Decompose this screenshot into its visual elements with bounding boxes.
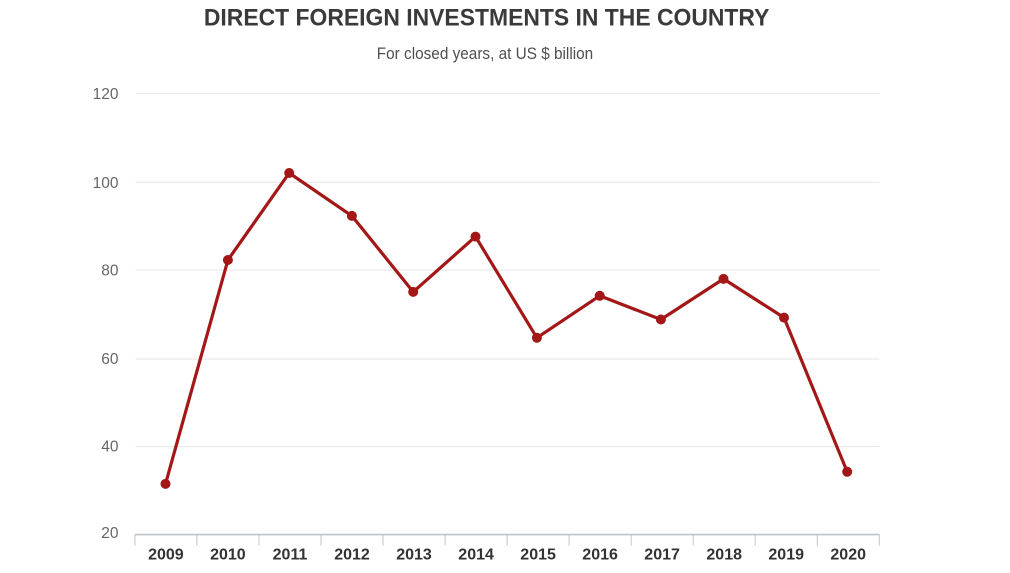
svg-text:2009: 2009 [148,547,184,564]
svg-text:2013: 2013 [396,547,432,564]
svg-text:40: 40 [101,438,119,455]
svg-text:2012: 2012 [334,547,370,564]
svg-text:2016: 2016 [582,547,618,564]
svg-text:2019: 2019 [768,547,804,564]
svg-text:2010: 2010 [210,547,246,564]
svg-text:20: 20 [101,525,119,542]
svg-text:60: 60 [101,351,119,368]
svg-text:2017: 2017 [644,547,680,564]
svg-text:For closed years, at US $ bill: For closed years, at US $ billion [377,44,593,63]
svg-text:DIRECT FOREIGN INVESTMENTS IN: DIRECT FOREIGN INVESTMENTS IN THE COUNTR… [204,5,770,32]
svg-text:100: 100 [93,175,119,192]
svg-text:120: 120 [93,86,119,103]
svg-text:2011: 2011 [273,547,308,564]
svg-text:2015: 2015 [520,547,556,564]
svg-text:80: 80 [101,263,119,280]
svg-text:2020: 2020 [830,547,866,564]
svg-text:2014: 2014 [458,547,494,564]
svg-text:2018: 2018 [706,547,742,564]
